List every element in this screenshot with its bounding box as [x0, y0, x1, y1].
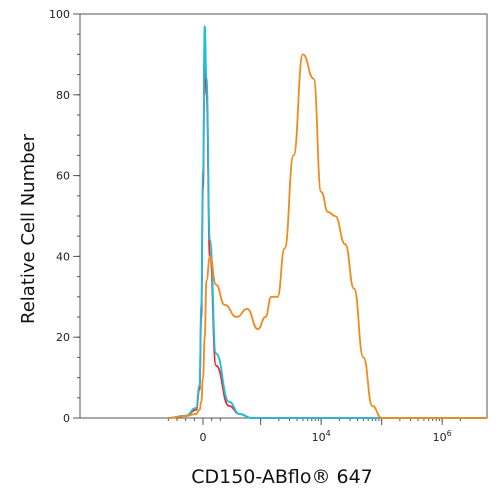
x-tick-label: 106: [433, 429, 452, 444]
series-layer: [168, 25, 487, 419]
x-tick-label: 104: [312, 429, 331, 444]
y-tick-label: 20: [56, 331, 70, 344]
y-axis-ticks: 0 20 40 60 80 100: [49, 8, 80, 425]
x-tick-label: 0: [200, 431, 207, 444]
y-axis-label: Relative Cell Number: [18, 133, 39, 324]
y-tick-label: 80: [56, 89, 70, 102]
x-axis-label: CD150-ABflo® 647: [191, 466, 373, 488]
y-tick-label: 0: [63, 412, 70, 425]
series-line-3: [168, 53, 487, 419]
y-tick-label: 40: [56, 250, 70, 263]
y-tick-label: 60: [56, 170, 70, 183]
series-line-2: [168, 25, 487, 419]
y-tick-label: 100: [49, 8, 70, 21]
